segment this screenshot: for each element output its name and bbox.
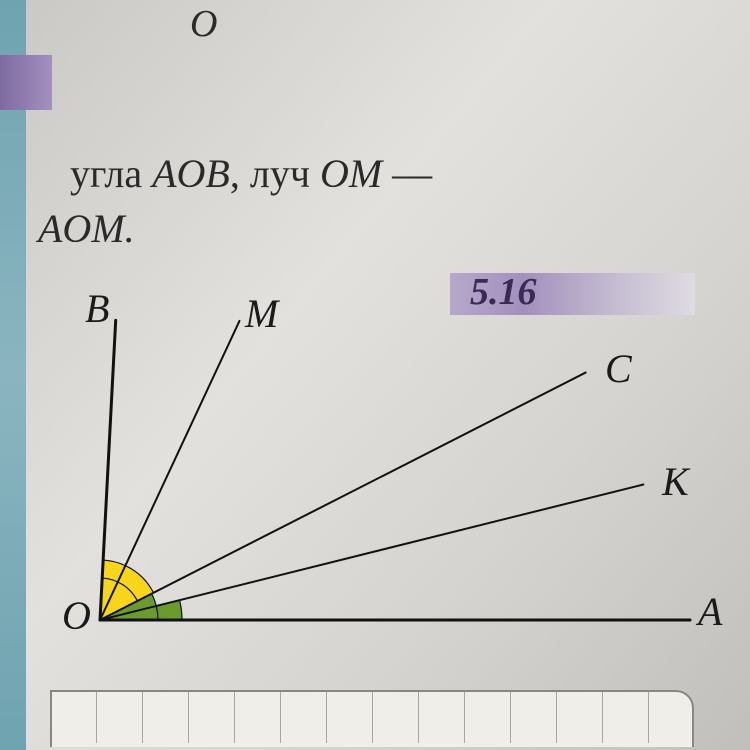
grid-line [142,692,143,743]
ray-label-OK: K [662,458,689,505]
diagram-svg [60,270,700,670]
angle-diagram: AKCMBO [60,270,700,670]
grid-line [556,692,557,743]
grid-line [372,692,373,743]
stray-letter-o: O [190,2,217,46]
grid-line [418,692,419,743]
purple-margin-tab [0,55,52,110]
grid-line [96,692,97,743]
grid-line [648,692,649,743]
grid-line [602,692,603,743]
ray-label-OM: M [245,290,278,337]
text-frag: , луч [230,151,320,196]
page-root: O угла AOB, луч OM — AOM. 5.16 AKCMBO [0,0,750,750]
ray-label-OC: C [605,345,632,392]
problem-text-line-2: AOM. [38,205,135,252]
text-frag: угла [70,151,152,196]
grid-line [326,692,327,743]
grid-line [188,692,189,743]
grid-line [464,692,465,743]
left-cyan-strip [0,0,26,750]
grid-line [280,692,281,743]
grid-line [510,692,511,743]
text-frag-italic: AOB [152,151,230,196]
ray-label-OA: A [698,588,722,635]
ray-OK [100,485,643,620]
ray-OC [100,373,586,620]
origin-label: O [62,592,91,639]
ray-OM [100,321,239,620]
problem-text-line-1: угла AOB, луч OM — [70,150,432,197]
text-frag-italic: OM [320,151,382,196]
text-frag: — [382,151,432,196]
notebook-grid [50,690,730,750]
grid-line [234,692,235,743]
ray-label-OB: B [85,285,109,332]
